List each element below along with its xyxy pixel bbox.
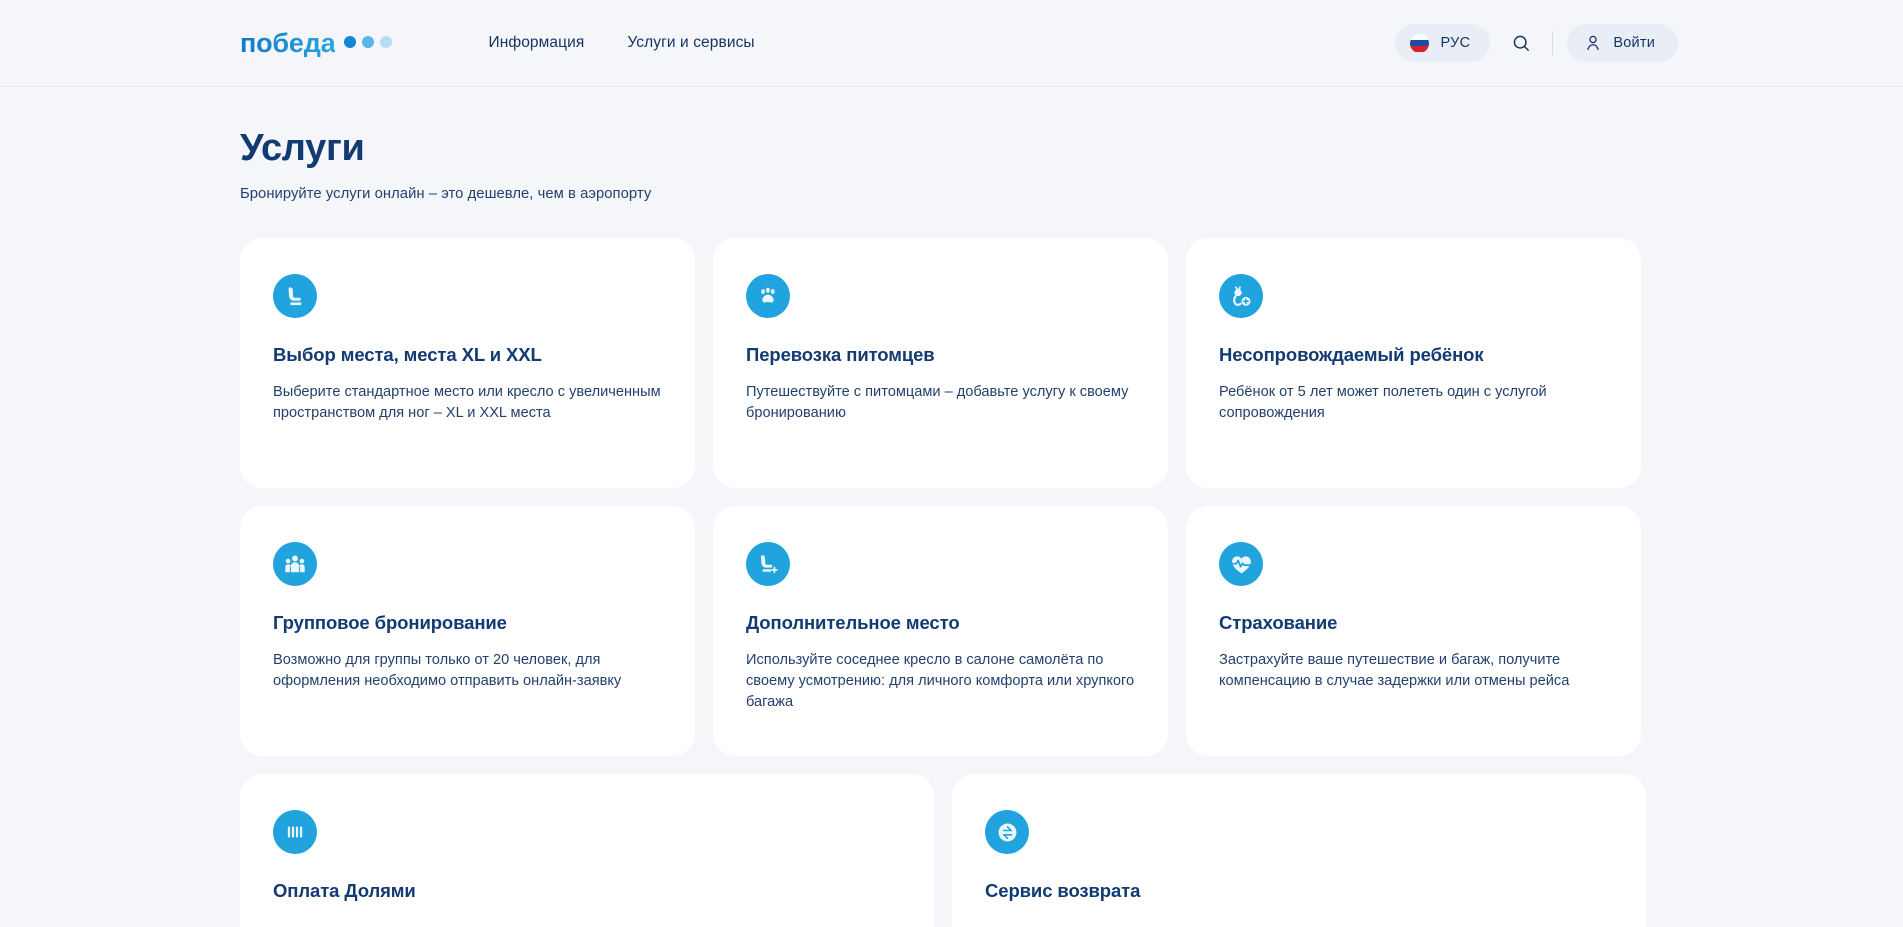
service-card-seat-selection[interactable]: Выбор места, места XL и XXL Выберите ста…: [240, 238, 695, 488]
search-icon: [1513, 35, 1529, 51]
card-title: Страхование: [1219, 612, 1338, 633]
card-description: Застрахуйте ваше путешествие и багаж, по…: [1219, 652, 1570, 689]
installments-bars-icon: [287, 826, 303, 838]
logo-wordmark: победа: [240, 27, 336, 58]
header-divider: [1552, 31, 1554, 55]
teddy-bear-plus-icon: [1232, 285, 1250, 306]
services-grid: Выбор места, места XL и XXL Выберите ста…: [240, 238, 1678, 927]
return-arrows-icon-wrap: [985, 810, 1029, 854]
service-card-unaccompanied-minor[interactable]: Несопровождаемый ребёнок Ребёнок от 5 ле…: [1186, 238, 1641, 488]
card-description: Используйте соседнее кресло в салоне сам…: [746, 652, 1135, 710]
card-description: Возможно для группы только от 20 человек…: [273, 652, 622, 689]
service-card-group-booking[interactable]: Групповое бронирование Возможно для груп…: [240, 506, 695, 756]
service-card-installments[interactable]: Оплата Долями: [240, 774, 934, 927]
seat-plus-icon-wrap: [746, 542, 790, 586]
card-description: Ребёнок от 5 лет может полететь один с у…: [1219, 384, 1547, 421]
nav-item-information[interactable]: Информация: [488, 34, 585, 51]
teddy-bear-plus-icon-wrap: [1219, 274, 1263, 318]
service-card-refund[interactable]: Сервис возврата: [952, 774, 1646, 927]
russia-flag-icon: [1410, 33, 1430, 53]
service-card-extra-seat[interactable]: Дополнительное место Используйте соседне…: [713, 506, 1168, 756]
installments-bars-icon-wrap: [273, 810, 317, 854]
site-header: победа Информация Услуги и сервисы РУС: [0, 0, 1903, 87]
paw-icon: [761, 287, 775, 303]
card-title: Выбор места, места XL и XXL: [273, 344, 542, 365]
service-card-pet-transport[interactable]: Перевозка питомцев Путешествуйте с питом…: [713, 238, 1168, 488]
service-card-insurance[interactable]: Страхование Застрахуйте ваше путешествие…: [1186, 506, 1641, 756]
page-title: Услуги: [240, 127, 365, 169]
return-arrows-icon: [998, 823, 1016, 841]
seat-icon-wrap: [273, 274, 317, 318]
header-actions: РУС Войти: [1395, 24, 1678, 62]
heart-pulse-icon-wrap: [1219, 542, 1263, 586]
language-selector[interactable]: РУС: [1395, 24, 1491, 62]
login-button[interactable]: Войти: [1567, 24, 1678, 62]
user-icon: [1587, 35, 1600, 51]
logo-dot-dark: [344, 36, 357, 48]
logo-dot-light: [380, 36, 393, 48]
page-subtitle: Бронируйте услуги онлайн – это дешевле, …: [240, 186, 652, 202]
heart-pulse-icon: [1231, 555, 1251, 573]
group-people-icon-wrap: [273, 542, 317, 586]
card-description: Выберите стандартное место или кресло с …: [273, 384, 661, 421]
search-button[interactable]: [1504, 26, 1538, 60]
card-title: Перевозка питомцев: [746, 344, 935, 365]
card-title: Дополнительное место: [746, 612, 960, 633]
nav-item-services[interactable]: Услуги и сервисы: [627, 34, 755, 51]
paw-icon-wrap: [746, 274, 790, 318]
logo-dot-mid: [362, 36, 375, 48]
logo-dots-icon: [344, 36, 393, 50]
card-title: Сервис возврата: [985, 880, 1141, 901]
group-people-icon: [285, 555, 305, 573]
card-title: Оплата Долями: [273, 880, 416, 901]
main-nav: Информация Услуги и сервисы: [488, 34, 754, 52]
seat-icon: [288, 287, 302, 306]
card-description: Путешествуйте с питомцами – добавьте усл…: [746, 384, 1129, 421]
card-title: Несопровождаемый ребёнок: [1219, 344, 1484, 365]
card-title: Групповое бронирование: [273, 612, 507, 633]
language-label: РУС: [1440, 35, 1471, 51]
logo[interactable]: победа: [240, 27, 393, 58]
page-content: Услуги Бронируйте услуги онлайн – это де…: [0, 87, 1903, 927]
login-label: Войти: [1613, 35, 1655, 51]
seat-plus-icon: [760, 555, 778, 574]
